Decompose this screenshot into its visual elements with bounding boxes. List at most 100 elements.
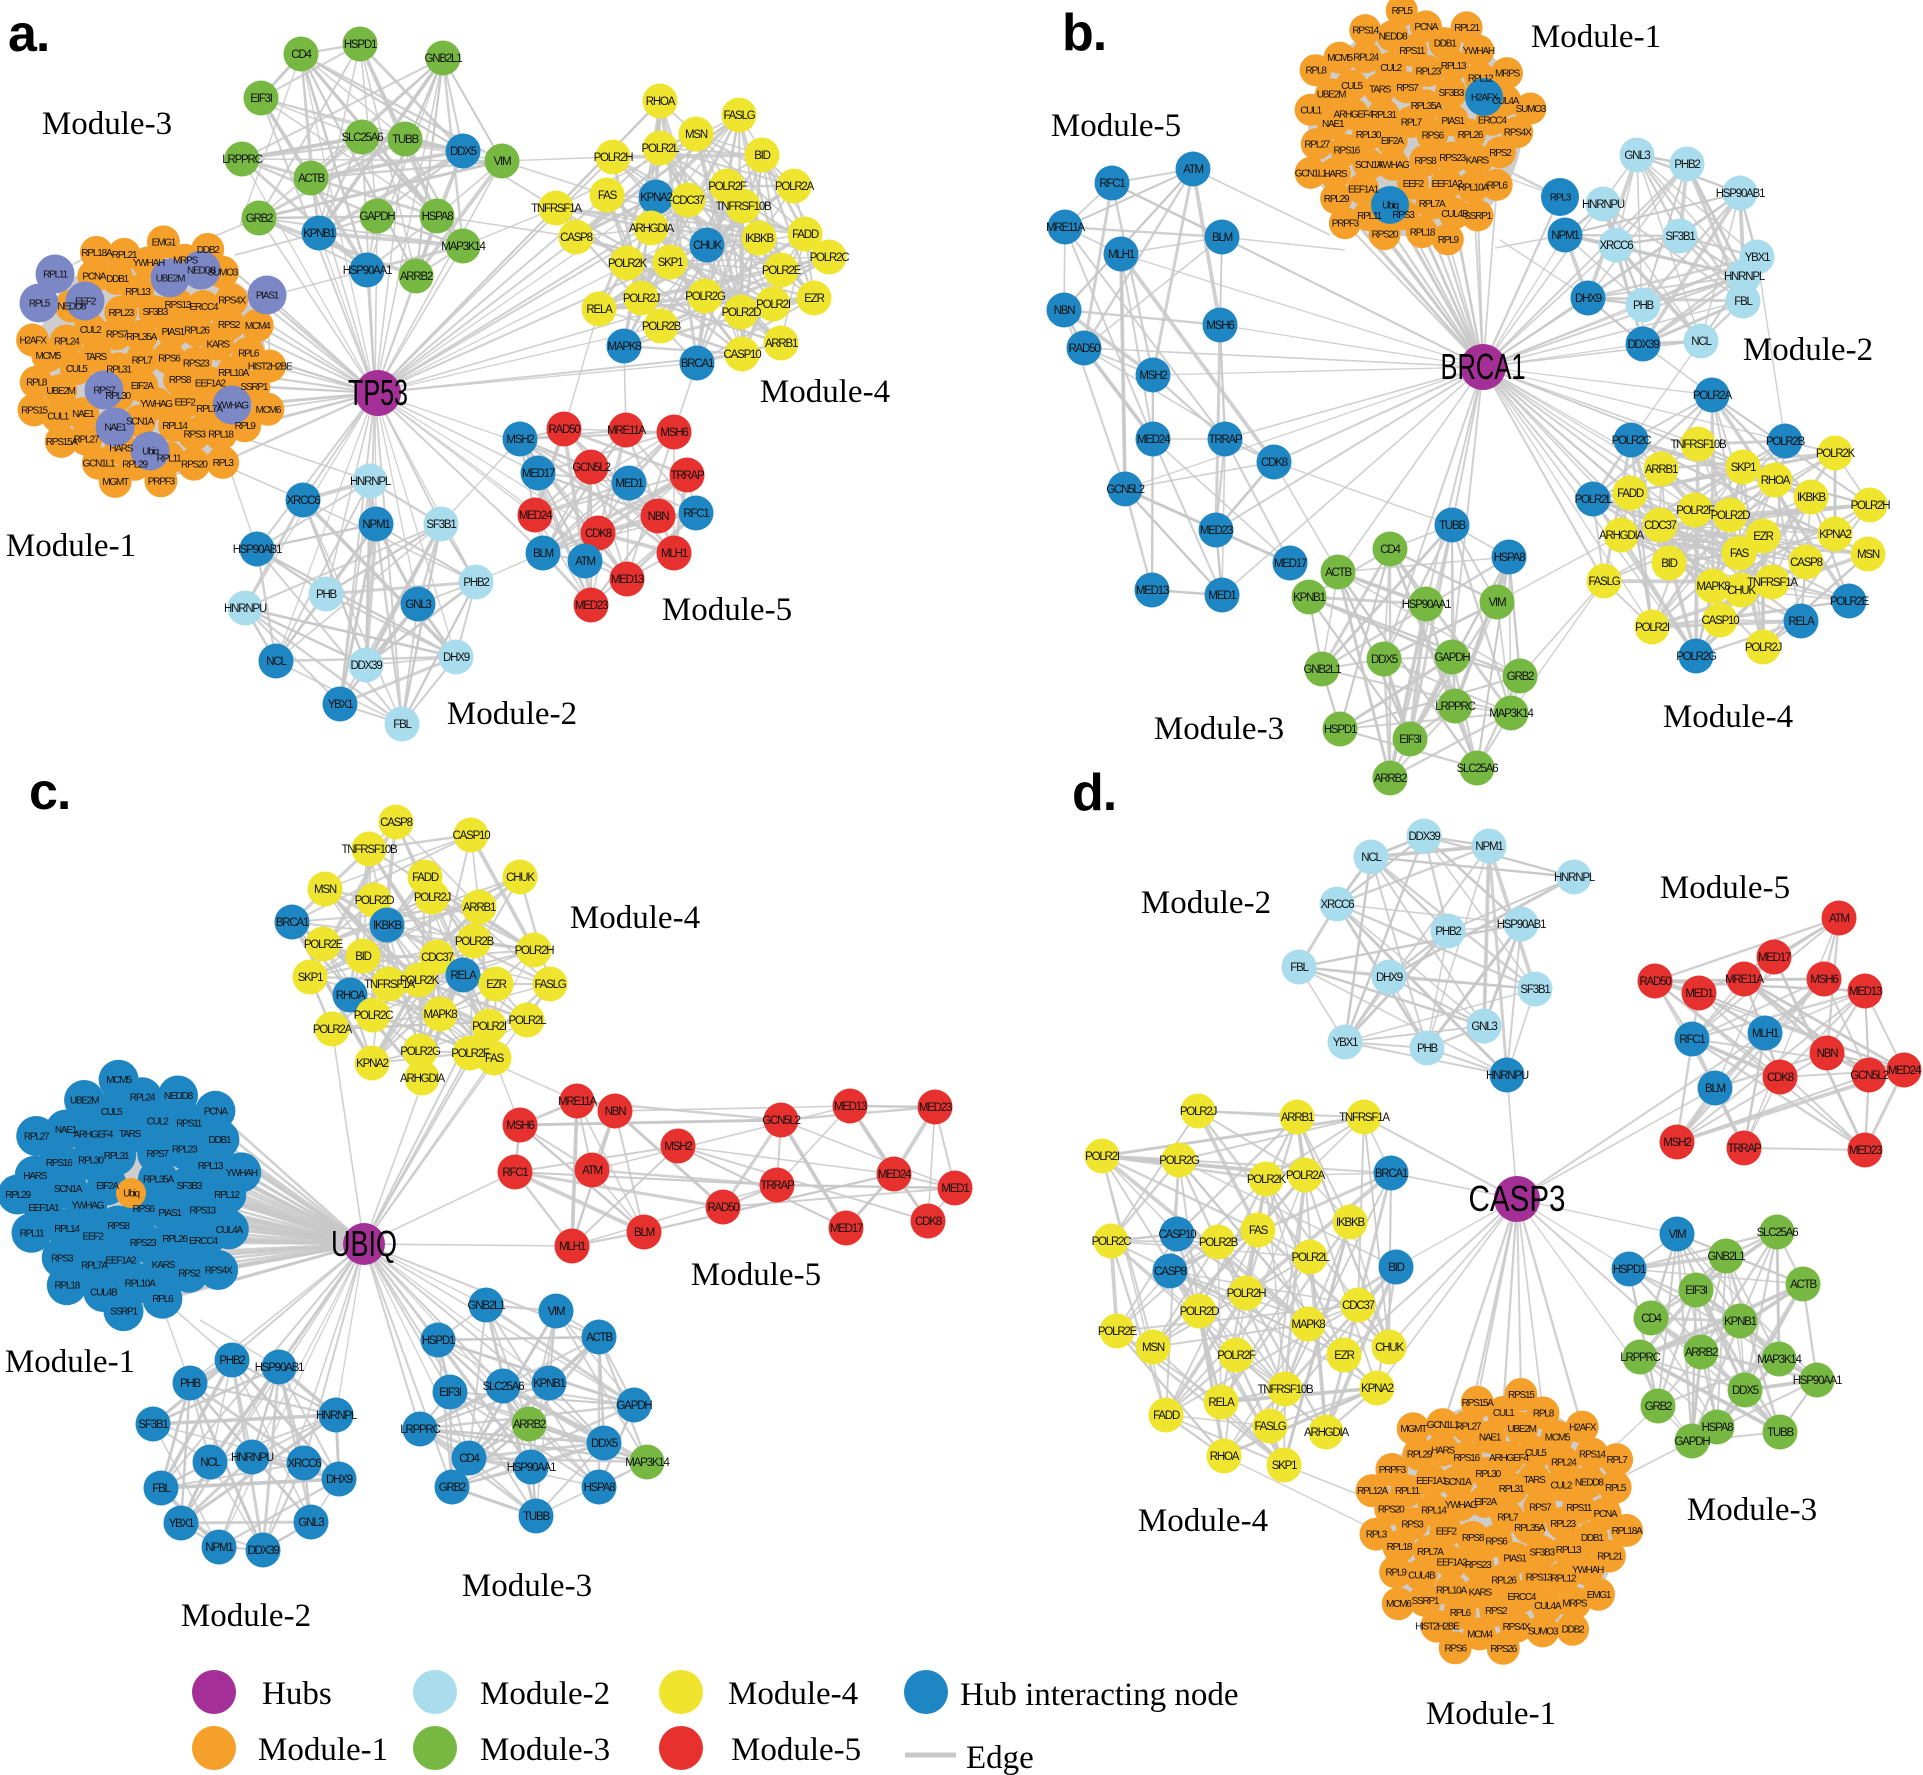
svg-text:RPL35A: RPL35A — [1411, 101, 1443, 112]
svg-text:Module-4: Module-4 — [1138, 1503, 1268, 1539]
svg-text:Module-5: Module-5 — [731, 1732, 861, 1768]
svg-text:RPS4X: RPS4X — [1504, 128, 1532, 139]
svg-text:RPL29: RPL29 — [1324, 194, 1350, 205]
svg-text:CUL4B: CUL4B — [1441, 209, 1469, 220]
svg-text:RPL9: RPL9 — [235, 421, 257, 432]
svg-text:SLC25A6: SLC25A6 — [342, 132, 384, 144]
svg-text:KPNA2: KPNA2 — [1819, 529, 1852, 541]
svg-text:NAE1: NAE1 — [55, 1125, 78, 1136]
svg-text:RPL7: RPL7 — [1606, 1455, 1628, 1466]
svg-text:POLR2G: POLR2G — [685, 291, 726, 303]
svg-text:RPS16: RPS16 — [46, 1158, 73, 1169]
svg-text:Module-1: Module-1 — [5, 1344, 135, 1380]
svg-text:RPL14: RPL14 — [1421, 1505, 1447, 1516]
svg-text:RPL13: RPL13 — [125, 287, 151, 298]
svg-text:MED17: MED17 — [830, 1223, 863, 1235]
svg-text:DDX39: DDX39 — [247, 1545, 279, 1557]
svg-text:YWHAG: YWHAG — [72, 1201, 105, 1212]
svg-text:BLM: BLM — [634, 1227, 655, 1239]
svg-text:RPS26: RPS26 — [1490, 1644, 1517, 1655]
svg-text:EZR: EZR — [1334, 1350, 1354, 1362]
svg-text:MLH1: MLH1 — [661, 548, 688, 560]
svg-text:MAP3K14: MAP3K14 — [441, 241, 486, 253]
svg-text:EIF2A: EIF2A — [96, 1181, 119, 1192]
svg-text:Module-2: Module-2 — [447, 696, 577, 732]
svg-text:RPS4X: RPS4X — [218, 295, 246, 306]
svg-text:RPL24: RPL24 — [54, 337, 80, 348]
svg-text:RPS15A: RPS15A — [46, 437, 79, 448]
svg-text:Module-4: Module-4 — [570, 900, 700, 936]
svg-text:RPL6: RPL6 — [1487, 180, 1509, 191]
svg-text:c.: c. — [29, 763, 70, 821]
svg-text:Module-1: Module-1 — [1426, 1696, 1556, 1732]
svg-text:MSH2: MSH2 — [664, 1141, 692, 1153]
svg-text:HSPD1: HSPD1 — [344, 39, 377, 51]
svg-text:NBN: NBN — [1817, 1048, 1839, 1060]
svg-text:RPS8: RPS8 — [1462, 1533, 1485, 1544]
svg-text:POLR2E: POLR2E — [1830, 596, 1870, 608]
svg-text:POLR2B: POLR2B — [642, 321, 682, 333]
svg-text:ARRB2: ARRB2 — [400, 271, 433, 283]
svg-text:KPNB1: KPNB1 — [303, 228, 336, 240]
svg-text:RAD50: RAD50 — [1639, 976, 1671, 988]
svg-text:RPL21: RPL21 — [112, 250, 138, 261]
svg-text:RPS7: RPS7 — [1529, 1502, 1552, 1513]
svg-text:RPS2: RPS2 — [1485, 1606, 1508, 1617]
svg-text:CUL4B: CUL4B — [90, 1288, 118, 1299]
svg-text:FASLG: FASLG — [1588, 576, 1620, 588]
svg-text:LRPPRC: LRPPRC — [1435, 701, 1475, 713]
svg-text:RPS3: RPS3 — [51, 1253, 74, 1264]
svg-text:RPL7: RPL7 — [132, 356, 154, 367]
svg-text:GNL3: GNL3 — [1624, 150, 1650, 162]
svg-text:POLR2A: POLR2A — [775, 181, 815, 193]
svg-text:LRPPRC: LRPPRC — [400, 1424, 440, 1436]
svg-text:EZR: EZR — [1753, 531, 1773, 543]
svg-text:EEF1A1: EEF1A1 — [1416, 1476, 1448, 1487]
svg-text:FAS: FAS — [1730, 548, 1750, 560]
svg-text:ARHGDIA: ARHGDIA — [629, 223, 675, 235]
svg-text:RPS14: RPS14 — [1352, 26, 1379, 37]
svg-text:ATM: ATM — [1183, 164, 1203, 176]
svg-text:H2AFX: H2AFX — [19, 336, 47, 347]
svg-text:RPL26: RPL26 — [1491, 1575, 1517, 1586]
svg-text:MGMT: MGMT — [102, 477, 129, 488]
svg-text:ARHGDIA: ARHGDIA — [400, 1073, 446, 1085]
svg-text:FAS: FAS — [1249, 1225, 1269, 1237]
svg-text:ERCC4: ERCC4 — [1507, 1592, 1537, 1603]
svg-text:RHOA: RHOA — [336, 990, 366, 1002]
svg-text:KARS: KARS — [206, 340, 230, 351]
svg-text:TRRAP: TRRAP — [1728, 1143, 1763, 1155]
svg-text:ERCC4: ERCC4 — [1478, 115, 1508, 126]
svg-text:RPL12: RPL12 — [1468, 74, 1494, 85]
svg-text:FBL: FBL — [152, 1483, 171, 1495]
svg-text:SF3B3: SF3B3 — [1439, 88, 1465, 99]
svg-text:RPS2: RPS2 — [1489, 148, 1512, 159]
svg-text:SCN1A: SCN1A — [1355, 160, 1384, 171]
svg-text:RPL29: RPL29 — [1407, 1450, 1433, 1461]
svg-text:IKBKB: IKBKB — [1797, 492, 1826, 504]
svg-text:RPL5: RPL5 — [1605, 1483, 1627, 1494]
svg-text:RPS23: RPS23 — [130, 1238, 157, 1249]
svg-text:CDK8: CDK8 — [1261, 457, 1288, 469]
svg-text:Module-1: Module-1 — [258, 1732, 388, 1768]
svg-text:BLM: BLM — [1705, 1083, 1726, 1095]
svg-text:POLR2E: POLR2E — [1098, 1326, 1138, 1338]
svg-text:NCL: NCL — [266, 656, 287, 668]
svg-text:HNRNPU: HNRNPU — [1582, 199, 1625, 211]
svg-text:GNB2L1: GNB2L1 — [425, 53, 463, 65]
svg-text:SUMO3: SUMO3 — [1528, 1626, 1559, 1637]
svg-text:BID: BID — [1388, 1262, 1404, 1274]
svg-text:XRCC6: XRCC6 — [1321, 899, 1355, 911]
svg-text:POLR2C: POLR2C — [810, 252, 850, 264]
svg-text:YBX1: YBX1 — [169, 1518, 194, 1530]
svg-text:POLR2G: POLR2G — [1159, 1155, 1200, 1167]
svg-text:BRCA1: BRCA1 — [1375, 1168, 1408, 1180]
svg-text:RFC1: RFC1 — [683, 508, 709, 520]
svg-text:RPL35A: RPL35A — [126, 332, 158, 343]
svg-text:POLR2I: POLR2I — [1635, 622, 1670, 634]
svg-text:TP53: TP53 — [348, 372, 408, 413]
svg-text:CDC37: CDC37 — [672, 195, 705, 207]
svg-text:RPS23: RPS23 — [1439, 153, 1466, 164]
svg-text:DDB2: DDB2 — [197, 245, 221, 256]
svg-text:SF3B1: SF3B1 — [138, 1419, 168, 1431]
